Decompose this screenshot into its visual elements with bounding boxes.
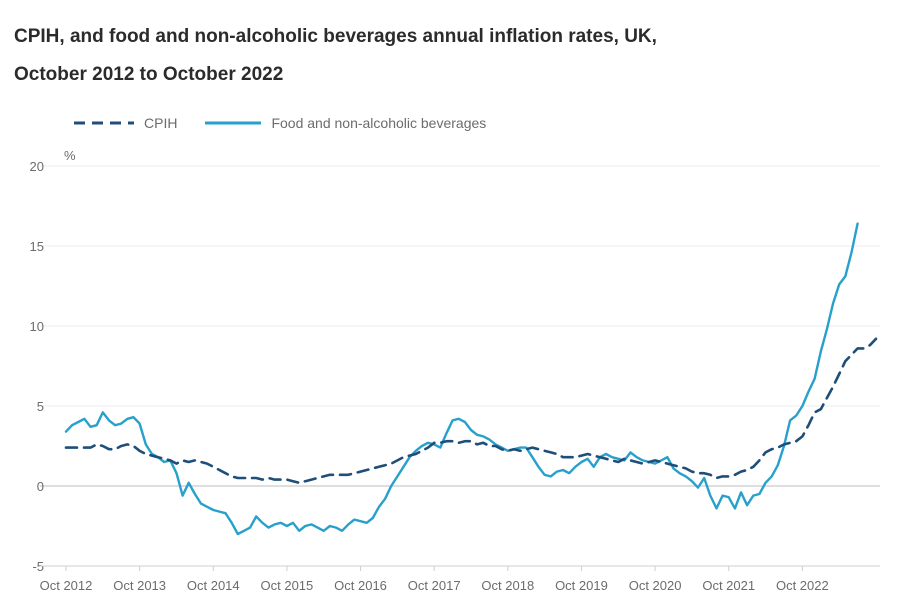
legend-item-food[interactable]: Food and non-alcoholic beverages xyxy=(203,115,486,131)
x-tick-label: Oct 2020 xyxy=(629,578,682,593)
series-line-cpih xyxy=(64,337,878,485)
chart-title-line-1: CPIH, and food and non-alcoholic beverag… xyxy=(14,26,657,47)
y-tick-label: 5 xyxy=(37,399,44,414)
x-tick-label: Oct 2021 xyxy=(702,578,755,593)
x-tick-label: Oct 2016 xyxy=(334,578,387,593)
y-axis-label: % xyxy=(64,148,76,163)
x-tick-label: Oct 2022 xyxy=(776,578,829,593)
chart-title-line-2: October 2012 to October 2022 xyxy=(14,64,284,85)
legend-label-food: Food and non-alcoholic beverages xyxy=(271,115,487,131)
x-tick-label: Oct 2013 xyxy=(113,578,166,593)
x-tick-label: Oct 2018 xyxy=(481,578,534,593)
legend-swatch-food xyxy=(205,121,262,125)
chart-title: CPIH, and food and non-alcoholic beverag… xyxy=(14,18,904,94)
x-tick-label: Oct 2019 xyxy=(555,578,608,593)
y-tick-label: 0 xyxy=(37,479,44,494)
y-tick-label: 15 xyxy=(30,239,44,254)
legend-item-cpih[interactable]: CPIH xyxy=(72,115,177,131)
y-tick-label: -5 xyxy=(32,559,44,574)
x-tick-label: Oct 2017 xyxy=(408,578,461,593)
legend-swatch-cpih xyxy=(74,121,134,125)
x-tick-label: Oct 2014 xyxy=(187,578,240,593)
series-line-food xyxy=(64,222,859,536)
chart-legend: CPIH Food and non-alcoholic beverages xyxy=(72,112,512,134)
legend-label-cpih: CPIH xyxy=(144,115,178,131)
y-tick-label: 20 xyxy=(30,159,44,174)
y-tick-label: 10 xyxy=(30,319,44,334)
x-tick-label: Oct 2015 xyxy=(261,578,314,593)
x-tick-label: Oct 2012 xyxy=(40,578,93,593)
